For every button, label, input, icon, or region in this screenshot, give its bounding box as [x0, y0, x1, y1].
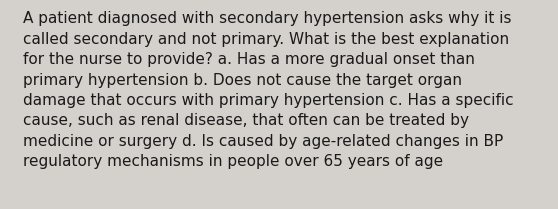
Text: A patient diagnosed with secondary hypertension asks why it is
called secondary : A patient diagnosed with secondary hyper… — [23, 11, 514, 169]
